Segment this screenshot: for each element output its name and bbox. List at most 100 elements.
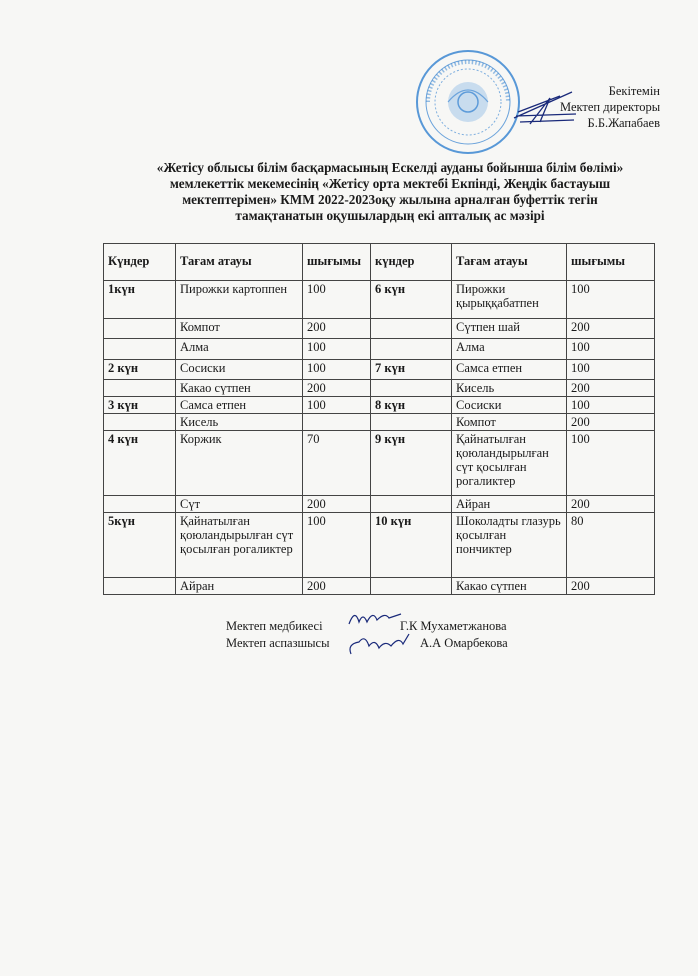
table-row: 3 күн Самса етпен 100 8 күн Сосиски 100: [103, 396, 655, 414]
dish-cell: Қайнатылған қоюландырылған сүт қосылған …: [175, 512, 303, 578]
dish-cell: Алма: [175, 338, 303, 360]
table-row: Айран 200 Какао сүтпен 200: [103, 577, 655, 595]
portion-cell: 100: [566, 430, 655, 496]
day-cell: 10 күн: [370, 512, 452, 578]
day-cell: [370, 577, 452, 595]
table-row: Компот 200 Сүтпен шай 200: [103, 318, 655, 339]
table-row: Алма 100 Алма 100: [103, 338, 655, 360]
portion-cell: 100: [302, 338, 371, 360]
official-stamp: [416, 50, 520, 154]
table-row: 1күн Пирожки картоппен 100 6 күн Пирожки қыр…: [103, 280, 655, 319]
portion-cell: 200: [302, 495, 371, 513]
dish-cell: Какао сүтпен: [451, 577, 567, 595]
signature-name: А.А Омарбекова: [420, 636, 508, 650]
document-title: «Жетісу облысы білім басқармасының Ескел…: [100, 160, 680, 224]
dish-cell: Сосиски: [451, 396, 567, 414]
dish-cell: Компот: [175, 318, 303, 339]
header-dish: Тағам атауы: [175, 243, 303, 281]
approval-heading: Бекітемін: [608, 84, 660, 98]
title-line-1: «Жетісу облысы білім басқармасының Ескел…: [156, 160, 624, 175]
dish-cell: Алма: [451, 338, 567, 360]
day-cell: [370, 338, 452, 360]
portion-cell: 80: [566, 512, 655, 578]
dish-cell: Компот: [451, 413, 567, 431]
signature-name: Г.К Мухаметжанова: [400, 619, 507, 633]
day-cell: 1күн: [103, 280, 176, 319]
portion-cell: 200: [302, 577, 371, 595]
day-cell: 7 күн: [370, 359, 452, 380]
menu-table: Күндер Тағам атауы шығымы күндер Тағам а…: [103, 243, 655, 595]
dish-cell: Айран: [175, 577, 303, 595]
portion-cell: 100: [566, 338, 655, 360]
day-cell: [103, 338, 176, 360]
dish-cell: Коржик: [175, 430, 303, 496]
dish-cell: Какао сүтпен: [175, 379, 303, 397]
portion-cell: 100: [302, 280, 371, 319]
portion-cell: 100: [302, 396, 371, 414]
day-cell: [103, 577, 176, 595]
portion-cell: 100: [302, 359, 371, 380]
day-cell: [103, 413, 176, 431]
dish-cell: Самса етпен: [175, 396, 303, 414]
portion-cell: 70: [302, 430, 371, 496]
approval-name: Б.Б.Жапабаев: [587, 116, 660, 130]
portion-cell: 200: [566, 577, 655, 595]
day-cell: 3 күн: [103, 396, 176, 414]
dish-cell: Кисель: [451, 379, 567, 397]
day-cell: 5күн: [103, 512, 176, 578]
title-line-4: тамақтанатын оқушылардың екі апталық ас …: [235, 208, 545, 223]
day-cell: [103, 318, 176, 339]
approval-position: Мектеп директоры: [560, 100, 661, 114]
dish-cell: Пирожки картоппен: [175, 280, 303, 319]
dish-cell: Қайнатылған қоюландырылған сүт қосылған …: [451, 430, 567, 496]
portion-cell: 200: [566, 379, 655, 397]
portion-cell: 200: [566, 413, 655, 431]
portion-cell: 200: [302, 318, 371, 339]
day-cell: 4 күн: [103, 430, 176, 496]
table-row: 5күн Қайнатылған қоюландырылған сүт қосыл…: [103, 512, 655, 578]
title-line-3: мектептерімен» КММ 2022-2023оқу жылына а…: [182, 192, 598, 207]
day-cell: [370, 379, 452, 397]
signature-role: Мектеп медбикесі: [226, 619, 323, 633]
dish-cell: Айран: [451, 495, 567, 513]
portion-cell: 200: [566, 318, 655, 339]
header-portion: шығымы: [566, 243, 655, 281]
portion-cell: 100: [302, 512, 371, 578]
day-cell: [370, 495, 452, 513]
approval-block: Бекітемін Мектеп директоры Б.Б.Жапабаев: [560, 83, 660, 131]
dish-cell: Сүтпен шай: [451, 318, 567, 339]
portion-cell: 100: [566, 280, 655, 319]
day-cell: 8 күн: [370, 396, 452, 414]
header-portion: шығымы: [302, 243, 371, 281]
day-cell: 9 күн: [370, 430, 452, 496]
table-header-row: Күндер Тағам атауы шығымы күндер Тағам а…: [103, 243, 655, 281]
director-signature: [513, 91, 577, 125]
table-row: 2 күн Сосиски 100 7 күн Самса етпен 100: [103, 359, 655, 380]
table-row: Кисель Компот 200: [103, 413, 655, 431]
day-cell: [103, 495, 176, 513]
cook-signature: [349, 633, 410, 655]
dish-cell: Пирожки қырыққабатпен: [451, 280, 567, 319]
dish-cell: Самса етпен: [451, 359, 567, 380]
header-days: Күндер: [103, 243, 176, 281]
day-cell: [103, 379, 176, 397]
day-cell: [370, 413, 452, 431]
portion-cell: 100: [566, 359, 655, 380]
day-cell: [370, 318, 452, 339]
title-line-2: мемлекеттік мекемесінің «Жетісу орта мек…: [169, 176, 611, 191]
signature-role: Мектеп аспазшысы: [226, 636, 330, 650]
table-row: Какао сүтпен 200 Кисель 200: [103, 379, 655, 397]
table-row: Сүт 200 Айран 200: [103, 495, 655, 513]
day-cell: 2 күн: [103, 359, 176, 380]
portion-cell: 100: [566, 396, 655, 414]
dish-cell: Кисель: [175, 413, 303, 431]
portion-cell: 200: [566, 495, 655, 513]
portion-cell: [302, 413, 371, 431]
dish-cell: Сүт: [175, 495, 303, 513]
dish-cell: Сосиски: [175, 359, 303, 380]
header-dish: Тағам атауы: [451, 243, 567, 281]
nurse-signature: [348, 613, 402, 625]
header-days: күндер: [370, 243, 452, 281]
dish-cell: Шоколадты глазурь қосылған пончиктер: [451, 512, 567, 578]
portion-cell: 200: [302, 379, 371, 397]
